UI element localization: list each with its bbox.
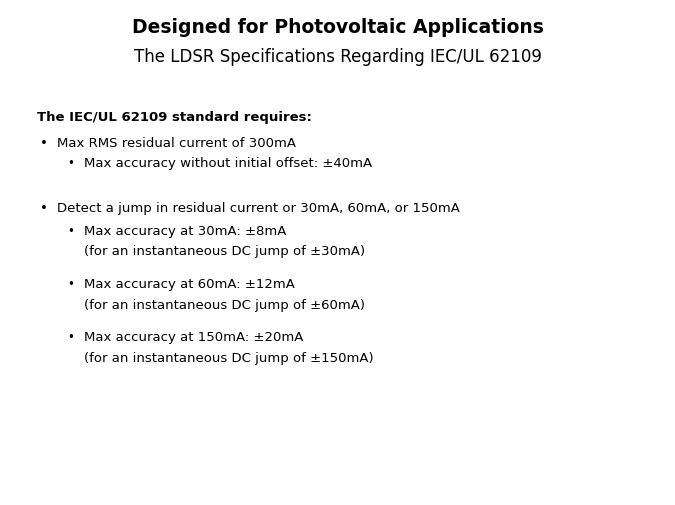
Text: The LDSR Specifications Regarding IEC/UL 62109: The LDSR Specifications Regarding IEC/UL… [134,48,541,66]
Text: Max accuracy at 150mA: ±20mA: Max accuracy at 150mA: ±20mA [84,331,304,344]
Text: •: • [68,331,74,344]
Text: •: • [68,157,74,170]
Text: Max RMS residual current of 300mA: Max RMS residual current of 300mA [57,136,296,149]
Text: (for an instantaneous DC jump of ±30mA): (for an instantaneous DC jump of ±30mA) [84,245,365,258]
Text: Detect a jump in residual current or 30mA, 60mA, or 150mA: Detect a jump in residual current or 30m… [57,202,460,215]
Text: Max accuracy without initial offset: ±40mA: Max accuracy without initial offset: ±40… [84,157,373,170]
Text: Max accuracy at 30mA: ±8mA: Max accuracy at 30mA: ±8mA [84,225,287,238]
Text: •: • [40,136,49,149]
Text: (for an instantaneous DC jump of ±150mA): (for an instantaneous DC jump of ±150mA) [84,351,374,364]
Text: •: • [40,202,49,215]
Text: •: • [68,278,74,291]
Text: •: • [68,225,74,238]
Text: Max accuracy at 60mA: ±12mA: Max accuracy at 60mA: ±12mA [84,278,295,291]
Text: Designed for Photovoltaic Applications: Designed for Photovoltaic Applications [132,18,543,37]
Text: (for an instantaneous DC jump of ±60mA): (for an instantaneous DC jump of ±60mA) [84,298,365,311]
Text: The IEC/UL 62109 standard requires:: The IEC/UL 62109 standard requires: [37,111,312,124]
